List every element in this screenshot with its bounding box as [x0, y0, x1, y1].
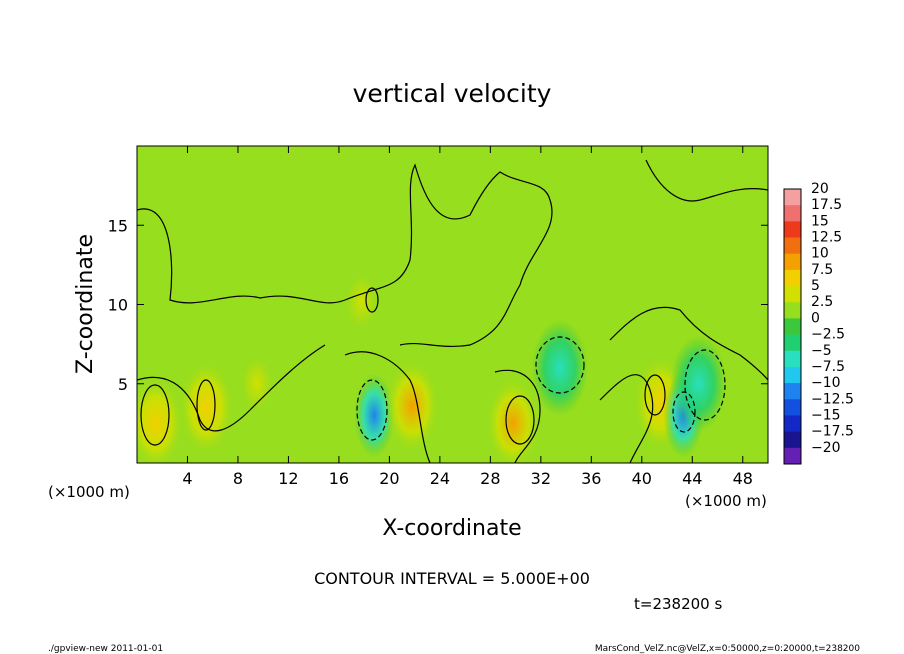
colorbar-band: [784, 205, 801, 222]
dashed-contours: [356, 336, 726, 441]
x-axis-title: X-coordinate: [382, 516, 521, 541]
colorbar-label: 20: [811, 181, 829, 197]
colorbar-frame: [783, 188, 802, 465]
x-unit-label-right: (×1000 m): [685, 492, 767, 510]
x-tick-label: 4: [182, 469, 192, 488]
footer-left: ./gpview-new 2011-01-01: [48, 644, 163, 654]
x-tick-label: 8: [233, 469, 243, 488]
colorbar-label: −10: [811, 375, 841, 391]
colorbar-label: −15: [811, 407, 841, 423]
x-tick-label: 16: [329, 469, 349, 488]
y-axis: 5 10 15: [108, 216, 768, 394]
colorbar-band: [784, 318, 801, 335]
colorbar-band: [784, 415, 801, 433]
colorbar-band: [784, 189, 801, 206]
colorbar-band: [784, 350, 801, 368]
x-tick-label: 12: [278, 469, 298, 488]
y-tick-label: 5: [118, 375, 128, 394]
colorbar-label: −12.5: [811, 391, 854, 407]
colorbar-band: [784, 286, 801, 303]
colorbar-band: [784, 221, 801, 238]
x-tick-label: 48: [733, 469, 753, 488]
contour-interval: CONTOUR INTERVAL = 5.000E+00: [314, 569, 590, 588]
colorbar-label: −17.5: [811, 424, 854, 440]
colorbar-band: [784, 269, 801, 287]
colorbar-label: 17.5: [811, 197, 842, 213]
colorbar-band: [784, 366, 801, 384]
y-tick-label: 10: [108, 296, 128, 315]
anomaly-blob: [670, 335, 727, 432]
y-tick-label: 15: [108, 216, 128, 235]
colorbar-band: [784, 447, 801, 465]
x-tick-label: 28: [480, 469, 500, 488]
colorbar-label: 10: [811, 246, 829, 262]
colorbar-band: [784, 383, 801, 400]
colorbar-label: −20: [811, 440, 841, 456]
colorbar-band: [784, 431, 801, 449]
y-axis-title: Z-coordinate: [73, 234, 98, 374]
colorbar: 2017.51512.5107.552.50−2.5−5−7.5−10−12.5…: [783, 181, 854, 465]
colorbar-label: 5: [811, 278, 820, 294]
colorbar-label: 15: [811, 213, 829, 229]
colorbar-band: [784, 253, 801, 271]
x-axis: 4 8 12 16 20 24 28 32 36 40 44 48: [182, 146, 753, 488]
colorbar-label: 2.5: [811, 294, 833, 310]
colorbar-label: 12.5: [811, 230, 842, 246]
anomaly-blob: [228, 335, 285, 432]
anomaly-blob: [178, 359, 235, 456]
footer-right: MarsCond_VelZ.nc@VelZ,x=0:50000,z=0:2000…: [595, 644, 860, 654]
anomaly-blob: [531, 319, 588, 416]
anomaly-blob: [333, 253, 390, 350]
colorbar-label: 7.5: [811, 262, 833, 278]
contour-lines: [137, 159, 768, 463]
colorbar-band: [784, 237, 801, 255]
colorbar-label: 0: [811, 310, 820, 326]
colorbar-label: −2.5: [811, 327, 845, 343]
colorbar-band: [784, 399, 801, 416]
x-unit-label-left: (×1000 m): [48, 483, 130, 501]
time-label: t=238200 s: [634, 595, 722, 613]
colorbar-band: [784, 334, 801, 352]
colorbar-label: −7.5: [811, 359, 845, 375]
colorbar-band: [784, 302, 801, 319]
x-tick-label: 36: [581, 469, 601, 488]
anomaly-blob: [384, 357, 441, 454]
chart-title: vertical velocity: [353, 79, 552, 108]
anomaly-blob: [137, 375, 184, 463]
colorbar-label: −5: [811, 343, 832, 359]
x-tick-label: 32: [531, 469, 551, 488]
x-tick-label: 40: [632, 469, 652, 488]
x-tick-label: 24: [430, 469, 450, 488]
x-tick-label: 20: [379, 469, 399, 488]
anomaly-blob: [485, 375, 542, 463]
x-tick-label: 44: [682, 469, 702, 488]
